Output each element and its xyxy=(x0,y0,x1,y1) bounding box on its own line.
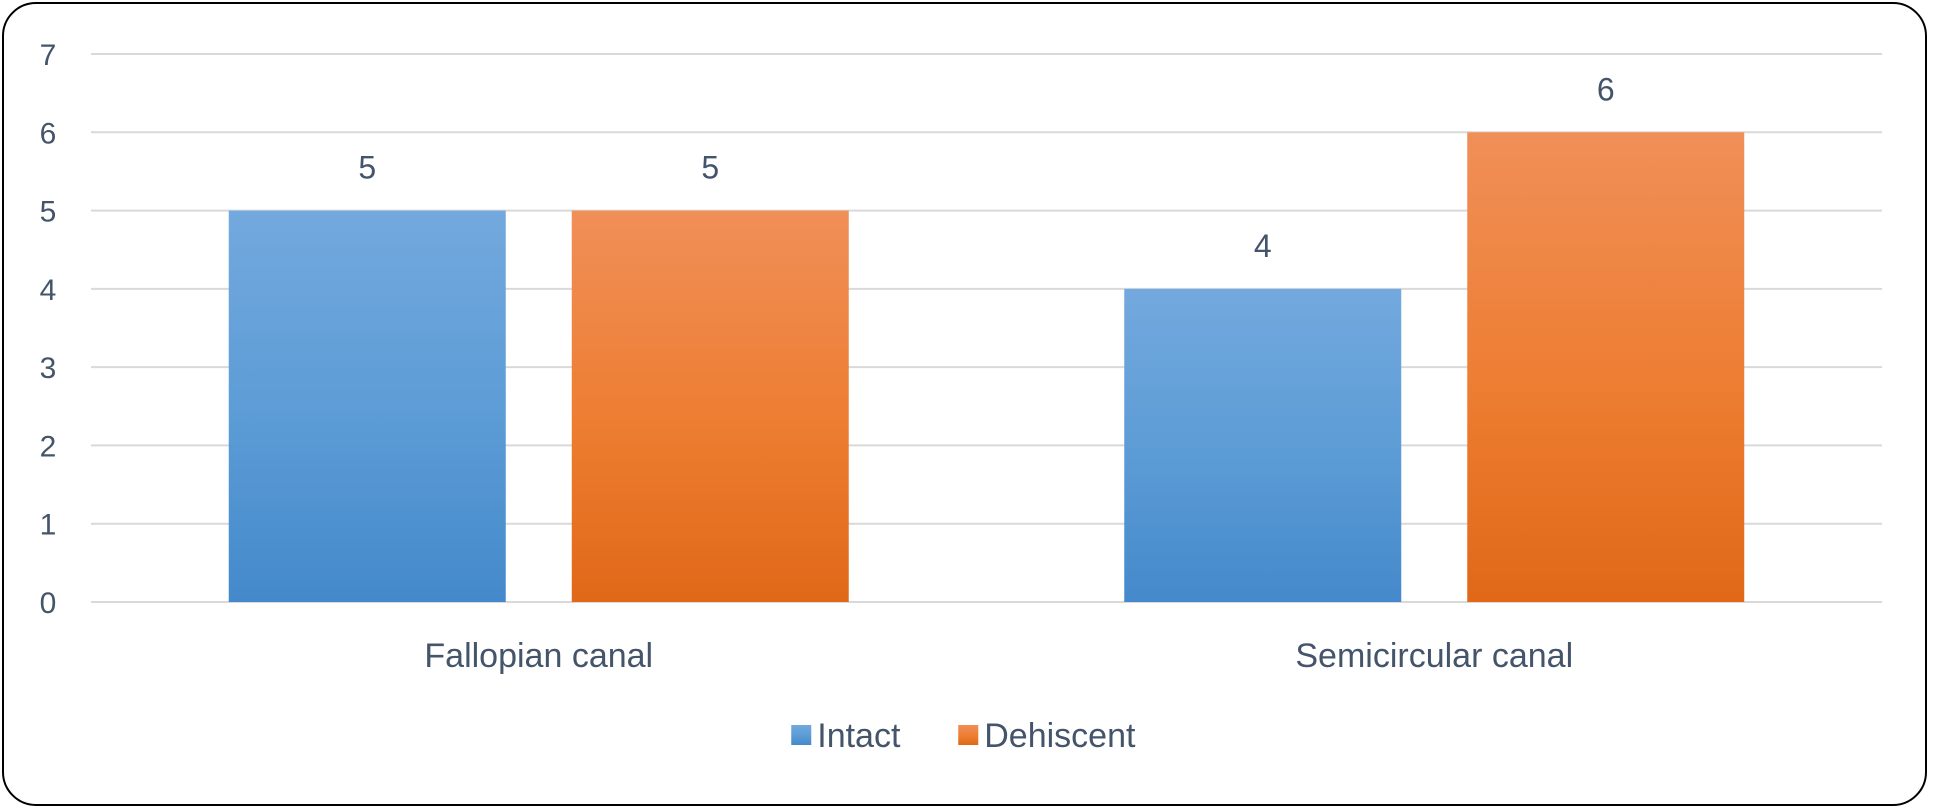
bar-chart: 0 1 2 3 4 5 6 7 5 5 4 6 Fallopian canal Semicircula… xyxy=(40,39,1882,755)
y-tick-label: 2 xyxy=(40,430,57,463)
legend: Intact Dehiscent xyxy=(791,717,1136,755)
bar-intact xyxy=(228,210,506,603)
data-label: 4 xyxy=(1254,228,1272,264)
y-tick-label: 1 xyxy=(40,509,57,542)
data-labels: 5 5 4 6 xyxy=(358,71,1614,264)
y-axis-tick-labels: 0 1 2 3 4 5 6 7 xyxy=(40,39,57,620)
y-tick-label: 7 xyxy=(40,39,57,72)
bar-dehiscent xyxy=(571,210,849,603)
x-axis-category-labels: Fallopian canal Semicircular canal xyxy=(424,637,1573,675)
bar-dehiscent xyxy=(1467,132,1745,603)
y-tick-label: 3 xyxy=(40,352,57,385)
legend-label: Dehiscent xyxy=(984,717,1136,755)
data-label: 6 xyxy=(1597,71,1615,107)
data-label: 5 xyxy=(701,150,719,186)
bars xyxy=(228,132,1745,603)
bar-intact xyxy=(1124,288,1402,602)
y-tick-label: 0 xyxy=(40,587,57,620)
data-label: 5 xyxy=(358,150,376,186)
x-category-label: Semicircular canal xyxy=(1295,637,1573,675)
legend-label: Intact xyxy=(817,717,901,755)
x-category-label: Fallopian canal xyxy=(424,637,653,675)
legend-swatch-intact xyxy=(791,725,812,745)
y-tick-label: 5 xyxy=(40,196,57,229)
legend-swatch-dehiscent xyxy=(958,725,979,745)
y-tick-label: 6 xyxy=(40,117,57,150)
y-tick-label: 4 xyxy=(40,274,57,307)
